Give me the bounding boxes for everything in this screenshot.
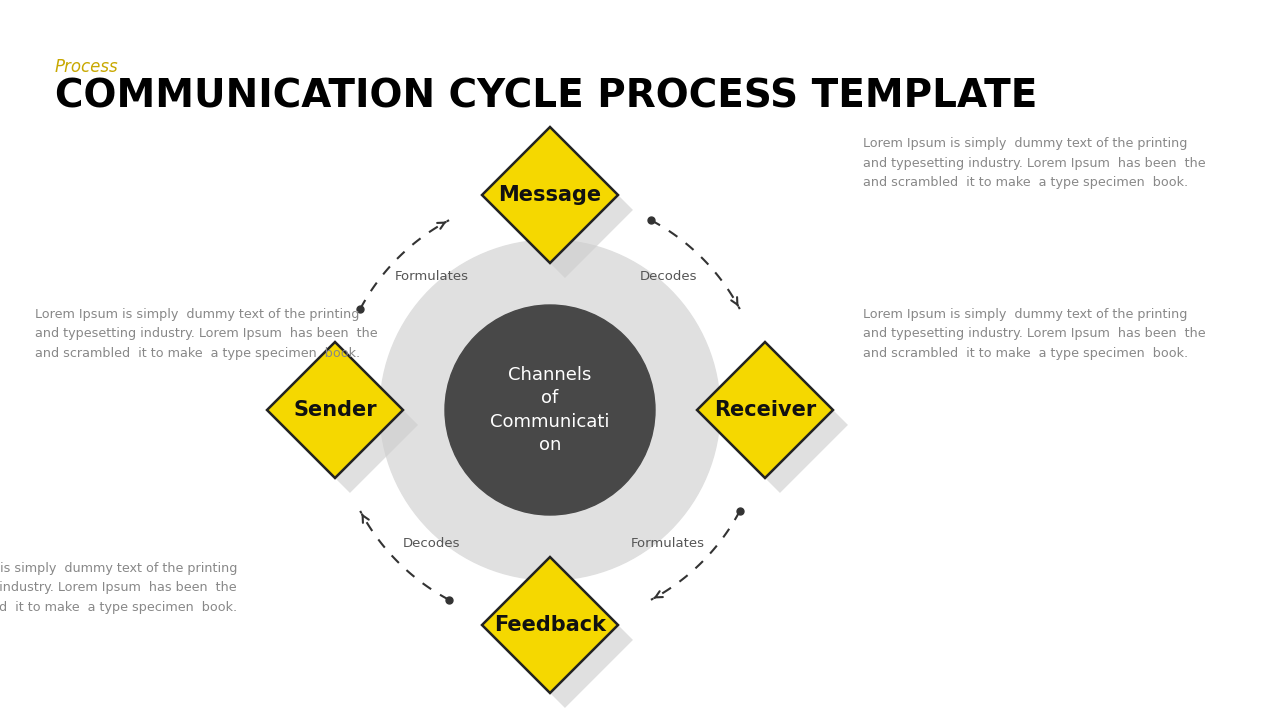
Circle shape bbox=[445, 305, 655, 515]
Text: Feedback: Feedback bbox=[494, 615, 605, 635]
Polygon shape bbox=[497, 572, 634, 708]
Polygon shape bbox=[483, 127, 618, 263]
Text: Formulates: Formulates bbox=[394, 270, 468, 283]
Text: COMMUNICATION CYCLE PROCESS TEMPLATE: COMMUNICATION CYCLE PROCESS TEMPLATE bbox=[55, 78, 1037, 116]
Polygon shape bbox=[268, 342, 403, 478]
Text: Lorem Ipsum is simply  dummy text of the printing
and typesetting industry. Lore: Lorem Ipsum is simply dummy text of the … bbox=[0, 562, 237, 614]
Text: Lorem Ipsum is simply  dummy text of the printing
and typesetting industry. Lore: Lorem Ipsum is simply dummy text of the … bbox=[863, 137, 1206, 189]
Text: Lorem Ipsum is simply  dummy text of the printing
and typesetting industry. Lore: Lorem Ipsum is simply dummy text of the … bbox=[35, 308, 378, 360]
Circle shape bbox=[380, 240, 719, 580]
Text: Channels
of
Communicati
on: Channels of Communicati on bbox=[490, 366, 609, 454]
Text: Decodes: Decodes bbox=[403, 537, 461, 550]
Text: Formulates: Formulates bbox=[631, 537, 705, 550]
Polygon shape bbox=[282, 357, 419, 493]
Polygon shape bbox=[497, 142, 634, 278]
Text: Lorem Ipsum is simply  dummy text of the printing
and typesetting industry. Lore: Lorem Ipsum is simply dummy text of the … bbox=[863, 308, 1206, 360]
Text: Process: Process bbox=[55, 58, 119, 76]
Text: Message: Message bbox=[498, 185, 602, 205]
Text: Receiver: Receiver bbox=[714, 400, 817, 420]
Polygon shape bbox=[712, 357, 847, 493]
Text: Decodes: Decodes bbox=[640, 270, 698, 283]
Polygon shape bbox=[698, 342, 833, 478]
Polygon shape bbox=[483, 557, 618, 693]
Text: Sender: Sender bbox=[293, 400, 376, 420]
